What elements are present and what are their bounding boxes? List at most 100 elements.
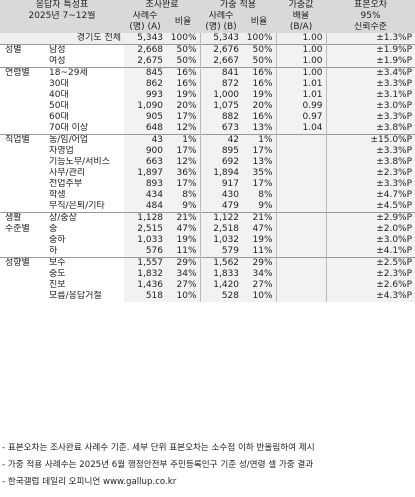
cases-a-cell: 648	[124, 123, 167, 135]
subgroup-cell: 18~29세	[46, 67, 125, 79]
weight-ratio-cell: 1.00	[275, 67, 327, 79]
sampling-error-cell: ±4.1%P	[325, 246, 415, 258]
cases-a-cell: 845	[124, 67, 167, 79]
category-cell	[0, 123, 46, 135]
category-cell	[0, 280, 46, 291]
weight-ratio-cell	[275, 168, 327, 179]
cases-a-cell: 5,343	[124, 33, 167, 45]
cases-a-cell: 1,128	[124, 212, 167, 224]
footnote: - 가중 적용 사례수는 2025년 6월 행정안전부 주민등록인구 기준 성/…	[2, 460, 314, 470]
subgroup-cell: 무직/은퇴/기타	[49, 201, 105, 211]
category-cell	[0, 79, 46, 90]
weight-ratio-cell	[275, 224, 327, 235]
ratio-b-cell: 20%	[242, 101, 277, 112]
weight-ratio-cell: 1.01	[275, 79, 327, 90]
cases-b-cell: 1,562	[199, 257, 243, 269]
header-group-title: 응답자 특성표	[0, 0, 125, 11]
sampling-error-cell: ±4.3%P	[325, 291, 415, 302]
table-row: 연령별 18~29세 845 16% 841 16% 1.00 ±3.4%P	[0, 67, 415, 79]
ratio-a-cell: 36%	[166, 168, 201, 179]
sampling-error-cell: ±3.0%P	[325, 235, 415, 246]
ratio-b-cell: 27%	[242, 280, 277, 291]
subgroup-cell: 상/중상	[46, 212, 125, 224]
category-cell: 성별	[0, 44, 46, 56]
table-row: 무직/은퇴/기타 484 9% 479 9% ±4.5%P	[0, 201, 415, 213]
cases-b-cell: 882	[199, 112, 243, 123]
header-ratio-a: 비율	[166, 11, 201, 33]
cases-b-cell: 42	[199, 134, 243, 146]
ratio-a-cell: 12%	[166, 123, 201, 135]
ratio-b-cell: 13%	[242, 157, 277, 168]
weight-ratio-cell	[275, 179, 327, 190]
table-row: 60대 905 17% 882 16% 0.97 ±3.3%P	[0, 112, 415, 123]
cases-b-cell: 841	[199, 67, 243, 79]
ratio-a-cell: 19%	[166, 235, 201, 246]
table-row: 경기도 전체 5,343 100% 5,343 100% 1.00 ±1.3%P	[0, 33, 415, 45]
cases-a-cell: 905	[124, 112, 167, 123]
cases-b-cell: 1,894	[199, 168, 243, 179]
cases-b-cell: 1,833	[199, 269, 243, 280]
sampling-error-cell: ±1.9%P	[325, 44, 415, 56]
ratio-a-cell: 10%	[166, 291, 201, 302]
weight-ratio-cell	[275, 190, 327, 201]
cases-b-cell: 528	[199, 291, 243, 302]
header-weight-ratio: 가중값	[276, 0, 327, 11]
ratio-b-cell: 1%	[242, 134, 277, 146]
category-cell: 수준별	[5, 224, 30, 234]
footnote: - 표본오차는 조사완료 사례수 기준. 세부 단위 표본오차는 소수점 이하 …	[2, 443, 315, 453]
cases-a-cell: 484	[124, 201, 167, 213]
header-cases-a: 사례수	[124, 11, 167, 22]
table-row: 30대 862 16% 872 16% 1.01 ±3.3%P	[0, 79, 415, 90]
header-cases-b-unit: (명) (B)	[200, 22, 243, 33]
subgroup-cell: 40대	[49, 90, 69, 100]
table-row: 하 576 11% 579 11% ±4.1%P	[0, 246, 415, 258]
category-cell	[0, 146, 46, 157]
subgroup-cell: 자영업	[49, 146, 74, 156]
category-cell	[0, 101, 46, 112]
cases-a-cell: 434	[124, 190, 167, 201]
cases-b-cell: 5,343	[199, 33, 243, 45]
cases-a-cell: 1,897	[124, 168, 167, 179]
ratio-b-cell: 100%	[242, 33, 277, 45]
cases-b-cell: 1,075	[199, 101, 243, 112]
cases-a-cell: 518	[124, 291, 167, 302]
table-row: 여성 2,675 50% 2,667 50% 1.00 ±1.9%P	[0, 56, 415, 68]
category-cell	[0, 90, 46, 101]
subgroup-cell: 모름/응답거절	[49, 291, 102, 301]
cases-b-cell: 1,000	[199, 90, 243, 101]
ratio-b-cell: 9%	[242, 201, 277, 213]
sampling-error-cell: ±4.5%P	[325, 201, 415, 213]
header-weight-ratio-2: 배율	[276, 11, 327, 22]
cases-b-cell: 1,032	[199, 235, 243, 246]
header-survey-done: 조사완료	[124, 0, 201, 11]
sampling-error-cell: ±1.9%P	[325, 56, 415, 68]
ratio-a-cell: 17%	[166, 179, 201, 190]
subgroup-cell: 경기도 전체	[46, 33, 125, 45]
cases-a-cell: 576	[124, 246, 167, 258]
weight-ratio-cell	[275, 212, 327, 224]
weight-ratio-cell	[275, 257, 327, 269]
ratio-a-cell: 34%	[166, 269, 201, 280]
ratio-b-cell: 19%	[242, 235, 277, 246]
cases-b-cell: 2,518	[199, 224, 243, 235]
table-row: 50대 1,090 20% 1,075 20% 0.99 ±3.0%P	[0, 101, 415, 112]
category-cell: 연령별	[0, 67, 46, 79]
header-confidence: 95%	[326, 11, 415, 22]
header-cases-b: 사례수	[200, 11, 243, 22]
cases-a-cell: 862	[124, 79, 167, 90]
sampling-error-cell: ±3.3%P	[325, 79, 415, 90]
cases-b-cell: 692	[199, 157, 243, 168]
category-cell	[0, 168, 46, 179]
sampling-error-cell: ±3.8%P	[325, 123, 415, 135]
ratio-b-cell: 8%	[242, 190, 277, 201]
cases-a-cell: 663	[124, 157, 167, 168]
ratio-a-cell: 50%	[166, 44, 201, 56]
table-row: 기능노무/서비스 663 12% 692 13% ±3.8%P	[0, 157, 415, 168]
sampling-error-cell: ±3.0%P	[325, 101, 415, 112]
ratio-a-cell: 50%	[166, 56, 201, 68]
header-sampling-error: 표본오차	[326, 0, 415, 11]
table-row: 70대 이상 648 12% 673 13% 1.04 ±3.8%P	[0, 123, 415, 135]
ratio-a-cell: 16%	[166, 67, 201, 79]
category-cell	[0, 157, 46, 168]
